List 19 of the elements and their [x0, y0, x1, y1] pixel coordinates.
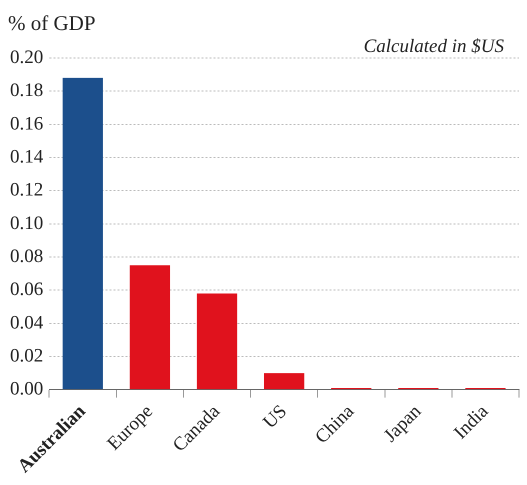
y-tick-label: 0.18	[10, 80, 44, 102]
y-tick-label: 0.12	[10, 180, 44, 201]
y-tick-label: 0.10	[10, 212, 44, 234]
y-tick-label: 0.06	[10, 279, 44, 300]
y-tick-label: 0.02	[10, 345, 44, 366]
bar	[62, 78, 103, 390]
y-tick-label: 0.20	[10, 46, 44, 68]
text: Calculated in $US	[364, 36, 504, 57]
bar	[196, 293, 238, 390]
y-tick-label: 0.00	[10, 378, 44, 400]
bar	[130, 265, 170, 390]
y-tick-label: 0.16	[10, 113, 44, 134]
x-tick-label: India	[450, 400, 493, 444]
y-tick-label: 0.08	[10, 246, 44, 267]
x-tick-label: US	[259, 400, 292, 433]
y-axis-title: % of GDP	[8, 11, 96, 35]
y-tick-label: 0.14	[10, 146, 44, 168]
bar	[264, 373, 304, 390]
y-tick-label: 0.04	[10, 312, 44, 334]
